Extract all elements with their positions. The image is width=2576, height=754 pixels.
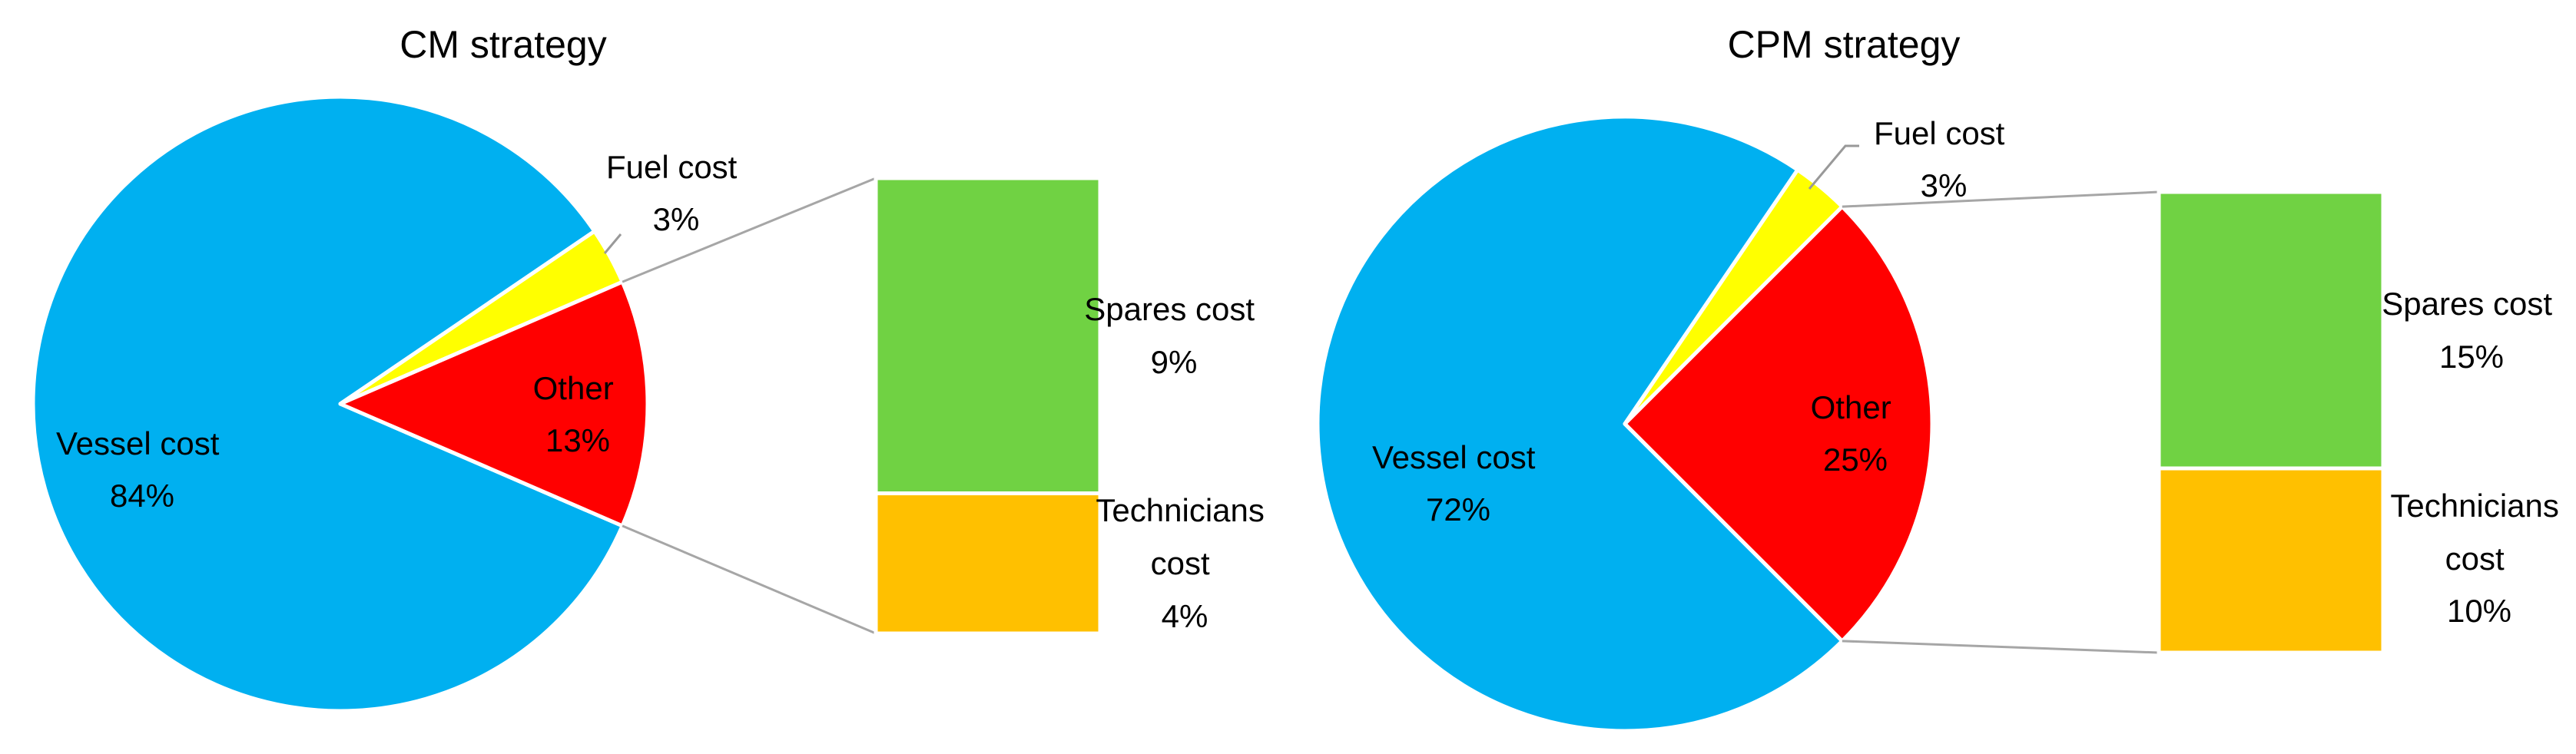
pie-slice-other — [338, 279, 650, 528]
pie-slice-other — [1623, 204, 1934, 643]
chart-title: CPM strategy — [1728, 23, 1961, 66]
breakdown-bar — [2157, 190, 2385, 655]
connector-lines — [622, 177, 877, 635]
slice-label-fuel-cost: Fuel cost 3% — [606, 149, 746, 237]
slice-label-vessel-cost: Vessel cost 72% — [1372, 439, 1544, 527]
pie-slice-vessel-cost — [31, 94, 625, 713]
breakdown-segment-spares-cost — [874, 176, 1102, 496]
slice-label-other: Other 25% — [1811, 389, 1901, 478]
connector-line-bottom — [1842, 640, 2160, 654]
breakdown-label-technicians-cost: Technicians cost 10% — [2390, 488, 2568, 629]
fuel-label-leader — [1808, 144, 1859, 190]
slice-label-other: Other 13% — [533, 370, 623, 458]
connector-line-top — [1842, 190, 2160, 208]
fuel-label-leader — [603, 233, 622, 254]
breakdown-label-spares-cost: Spares cost 15% — [2382, 286, 2561, 375]
connector-line-bottom — [622, 524, 877, 635]
breakdown-segment-technicians-cost — [2157, 466, 2385, 655]
cm-strategy-chart: CM strategy Vessel cost 84% Fuel cost 3%… — [31, 23, 1273, 713]
breakdown-segment-technicians-cost — [874, 491, 1102, 636]
connector-lines — [1842, 190, 2160, 654]
breakdown-label-spares-cost: Spares cost 9% — [1084, 291, 1263, 380]
breakdown-bar — [874, 176, 1102, 636]
cpm-strategy-chart: CPM strategy Vessel cost 72% Fuel cost 3… — [1315, 23, 2568, 733]
slice-label-fuel-cost: Fuel cost 3% — [1874, 115, 2014, 203]
pie — [1315, 114, 1934, 733]
chart-title: CM strategy — [399, 23, 607, 66]
pie — [31, 94, 650, 713]
slice-label-vessel-cost: Vessel cost 84% — [56, 425, 228, 514]
pie-slice-vessel-cost — [1315, 114, 1845, 733]
connector-line-top — [622, 177, 877, 283]
breakdown-segment-spares-cost — [2157, 190, 2385, 471]
breakdown-label-technicians-cost: Technicians cost 4% — [1096, 492, 1273, 634]
